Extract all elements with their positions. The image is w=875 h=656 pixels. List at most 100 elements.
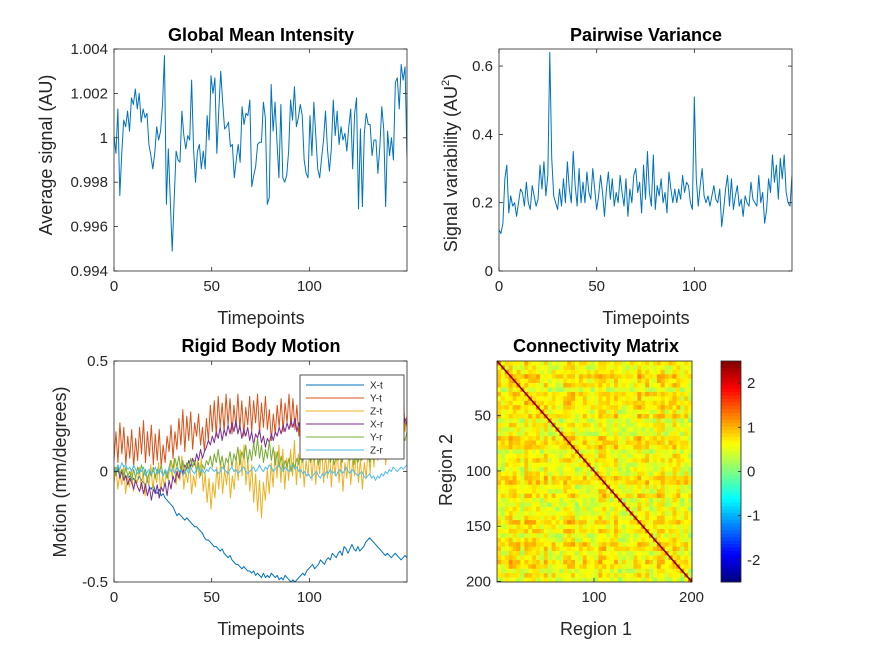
heatmap-cell xyxy=(606,444,611,450)
heatmap-cell xyxy=(543,546,548,552)
heatmap-cell xyxy=(633,471,638,477)
heatmap-cell xyxy=(508,564,513,570)
heatmap-cell xyxy=(516,365,521,371)
heatmap-cell xyxy=(551,436,556,441)
heatmap-cell xyxy=(571,542,576,547)
heatmap-cell xyxy=(688,524,693,530)
heatmap-cell xyxy=(668,577,673,583)
heatmap-cell xyxy=(672,524,677,530)
heatmap-cell xyxy=(621,555,626,561)
heatmap-cell xyxy=(571,475,576,481)
heatmap-cell xyxy=(524,387,529,393)
heatmap-cell xyxy=(656,528,662,534)
heatmap-cell xyxy=(610,559,615,565)
heatmap-cell xyxy=(672,568,677,574)
heatmap-cell xyxy=(602,484,607,490)
heatmap-cell xyxy=(629,506,634,512)
heatmap-cell xyxy=(559,524,564,530)
heatmap-cell xyxy=(575,405,580,410)
colorbar-step xyxy=(721,436,741,441)
heatmap-cell xyxy=(625,444,630,450)
heatmap-cell xyxy=(649,444,654,450)
heatmap-cell xyxy=(676,418,681,424)
heatmap-cell xyxy=(621,537,626,543)
heatmap-cell xyxy=(614,427,619,433)
heatmap-cell xyxy=(610,528,615,534)
heatmap-cell xyxy=(590,400,595,406)
heatmap-cell xyxy=(543,369,548,375)
heatmap-cell xyxy=(672,528,677,534)
heatmap-cell xyxy=(539,559,545,565)
heatmap-cell xyxy=(536,498,541,503)
heatmap-cell xyxy=(559,467,564,472)
heatmap-cell xyxy=(598,365,603,371)
heatmap-cell xyxy=(504,409,509,415)
heatmap-cell xyxy=(524,467,529,472)
heatmap-cell xyxy=(586,449,591,455)
heatmap-cell xyxy=(614,555,619,561)
heatmap-cell xyxy=(598,568,603,574)
heatmap-cell xyxy=(653,436,658,441)
heatmap-cell xyxy=(610,458,615,463)
heatmap-cell xyxy=(602,409,607,415)
heatmap-cell xyxy=(508,449,513,455)
heatmap-cell xyxy=(598,559,603,565)
heatmap-cell xyxy=(668,440,673,446)
heatmap-cell xyxy=(680,573,685,578)
heatmap-cell xyxy=(575,409,580,415)
heatmap-cell xyxy=(516,551,521,556)
heatmap-cell xyxy=(614,489,619,494)
heatmap-cell xyxy=(625,440,630,446)
heatmap-cell xyxy=(606,493,611,499)
heatmap-cell xyxy=(512,551,517,556)
heatmap-cell xyxy=(547,542,552,547)
heatmap-cell xyxy=(520,498,525,503)
heatmap-cell xyxy=(621,577,626,583)
series-group xyxy=(499,51,792,234)
heatmap-cell xyxy=(664,418,669,424)
heatmap-cell xyxy=(637,444,642,450)
heatmap-cell xyxy=(614,568,619,574)
heatmap-cell xyxy=(676,374,681,379)
heatmap-cell xyxy=(512,387,517,393)
heatmap-cell xyxy=(520,551,525,556)
heatmap-cell xyxy=(688,462,693,468)
heatmap-cell xyxy=(598,506,603,512)
heatmap-cell xyxy=(528,409,533,415)
heatmap-cell xyxy=(621,568,626,574)
heatmap-cell xyxy=(637,573,642,578)
heatmap-cell xyxy=(571,405,576,410)
heatmap-cell xyxy=(656,559,662,565)
heatmap-cell xyxy=(539,555,545,561)
heatmap-cell xyxy=(575,524,580,530)
heatmap-cell xyxy=(504,502,509,508)
heatmap-cell xyxy=(536,462,541,468)
heatmap-cell xyxy=(578,467,584,472)
heatmap-cell xyxy=(598,480,603,486)
heatmap-cell xyxy=(625,533,630,539)
heatmap-cell xyxy=(536,369,541,375)
heatmap-cell xyxy=(680,378,685,384)
heatmap-cell xyxy=(641,573,646,578)
heatmap-cell xyxy=(504,489,509,494)
heatmap-cell xyxy=(645,546,650,552)
chart-title: Pairwise Variance xyxy=(570,25,722,45)
heatmap-cell xyxy=(555,555,560,561)
heatmap-cell xyxy=(586,515,591,521)
heatmap-cell xyxy=(571,471,576,477)
heatmap-cell xyxy=(598,546,603,552)
heatmap-cell xyxy=(563,440,568,446)
heatmap-cell xyxy=(602,369,607,375)
heatmap-cell xyxy=(614,564,619,570)
heatmap-cell xyxy=(543,361,548,366)
heatmap-cell xyxy=(649,409,654,415)
heatmap-cell xyxy=(680,449,685,455)
heatmap-cell xyxy=(598,361,603,366)
heatmap-cell xyxy=(497,409,502,415)
heatmap-cell xyxy=(539,471,545,477)
heatmap-cell xyxy=(594,520,599,525)
heatmap-cell xyxy=(684,568,689,574)
heatmap-cell xyxy=(606,361,611,366)
heatmap-cell xyxy=(676,400,681,406)
colorbar-step xyxy=(721,488,741,493)
